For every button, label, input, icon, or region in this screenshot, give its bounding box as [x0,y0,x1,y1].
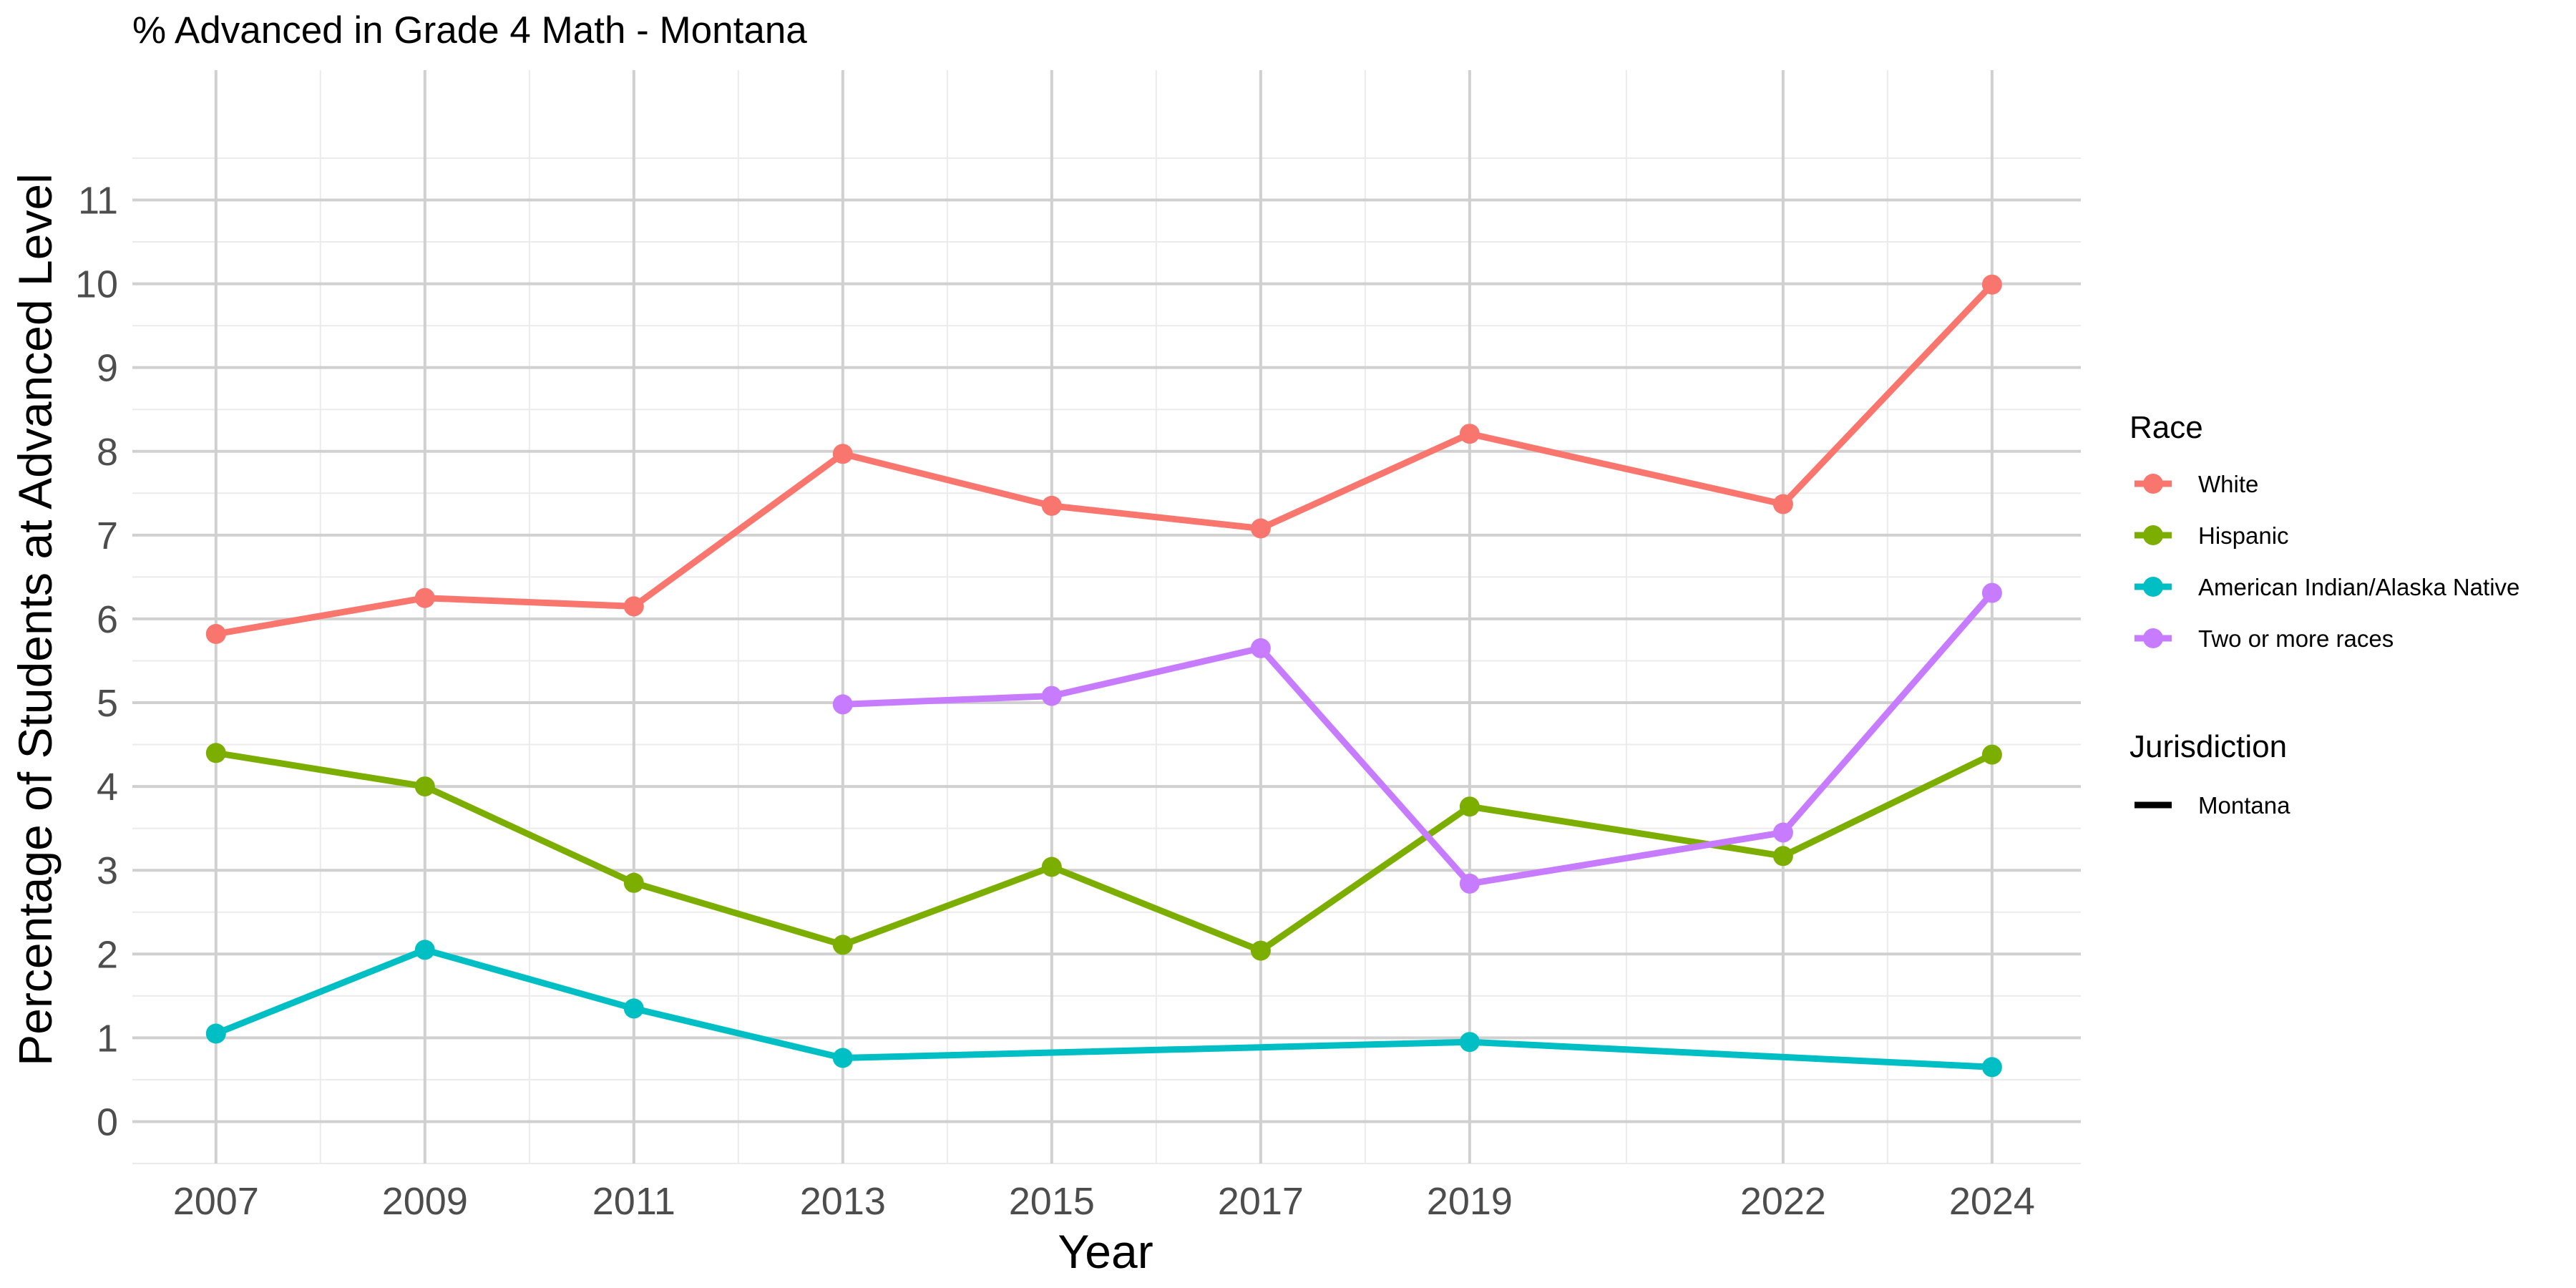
data-point-two-or-more-races [1459,873,1480,894]
y-tick-label: 7 [97,514,118,557]
y-tick-label: 6 [97,598,118,641]
data-point-white [1459,424,1480,444]
data-point-white [832,444,853,464]
x-tick-label: 2017 [1218,1180,1304,1223]
data-point-white [623,596,644,617]
y-tick-label: 0 [97,1101,118,1143]
series-line-two-or-more-races [842,590,1995,887]
legend-item-jurisdiction: Montana [2135,792,2290,819]
legend-key-point [2143,474,2163,494]
legend-item-white: White [2135,471,2258,497]
data-point-white [1772,494,1793,514]
data-point-two-or-more-races [1981,582,2002,603]
legend-item-hispanic: Hispanic [2135,522,2289,549]
data-point-two-or-more-races [832,694,853,715]
y-tick-label: 10 [75,263,118,306]
data-point-two-or-more-races [1041,686,1062,706]
x-tick-label: 2022 [1740,1180,1826,1223]
series-points [205,274,2002,1078]
data-point-two-or-more-races [1250,638,1271,658]
data-point-american-indian-alaska-native [832,1048,853,1068]
legend-key-point [2143,525,2163,545]
x-tick-label: 2007 [173,1180,259,1223]
y-axis-title: Percentage of Students at Advanced Level [9,173,62,1066]
data-point-american-indian-alaska-native [1981,1057,2002,1078]
chart-title: % Advanced in Grade 4 Math - Montana [132,9,807,52]
data-point-hispanic [414,776,435,797]
y-tick-label: 2 [97,933,118,976]
legend-key-point [2143,577,2163,597]
x-tick-label: 2011 [592,1180,675,1223]
data-point-hispanic [1981,744,2002,765]
y-tick-label: 5 [97,682,118,725]
legend-jurisdiction-items: Montana [2135,792,2290,819]
data-point-hispanic [1250,940,1271,961]
y-tick-label: 4 [97,766,118,809]
x-axis-tick-labels: 2007 2009 2011 2013 2015 2017 2019 2022 2024 [173,1180,2035,1223]
data-point-american-indian-alaska-native [1459,1032,1480,1053]
data-point-hispanic [1041,857,1062,877]
y-tick-label: 9 [97,347,118,390]
legend-item-american-indian-alaska-native: American Indian/Alaska Native [2135,574,2519,600]
y-axis-tick-labels: 0 1 2 3 4 5 6 7 8 9 10 11 [75,179,118,1143]
legend-title-race: Race [2129,410,2203,445]
data-point-hispanic [1772,846,1793,867]
data-point-hispanic [623,872,644,893]
x-tick-label: 2015 [1009,1180,1095,1223]
data-point-white [1981,274,2002,295]
legend-title-jurisdiction: Jurisdiction [2129,729,2287,764]
major-gridlines [132,70,2081,1163]
data-point-white [414,587,435,608]
legend-race-items: White Hispanic American Indian/Alaska Nati… [2135,471,2519,652]
legend-item-two-or-more-races: Two or more races [2135,625,2394,652]
x-tick-label: 2013 [800,1180,886,1223]
legend-label: White [2198,471,2258,497]
data-point-hispanic [832,935,853,955]
x-tick-label: 2024 [1949,1180,2035,1223]
legend: Race White Hispanic American Indian/Alaska… [2129,410,2519,819]
y-tick-label: 3 [97,849,118,892]
data-point-american-indian-alaska-native [414,940,435,960]
data-point-two-or-more-races [1772,822,1793,843]
data-point-white [1250,518,1271,539]
y-tick-label: 11 [78,179,118,222]
x-axis-title: Year [1058,1225,1153,1278]
data-point-white [205,624,226,644]
y-tick-label: 8 [97,431,118,474]
legend-label: Hispanic [2198,522,2289,549]
data-point-hispanic [205,743,226,763]
series-line-american-indian-alaska-native [215,946,1993,1070]
legend-label: American Indian/Alaska Native [2198,574,2519,600]
data-point-american-indian-alaska-native [623,998,644,1019]
legend-label: Two or more races [2198,625,2394,652]
minor-gridlines [132,70,2081,1164]
x-tick-label: 2009 [382,1180,468,1223]
data-point-hispanic [1459,796,1480,817]
legend-label: Montana [2198,792,2290,819]
legend-key-point [2143,628,2163,648]
data-point-white [1041,495,1062,516]
x-tick-label: 2019 [1427,1180,1513,1223]
data-point-american-indian-alaska-native [205,1023,226,1044]
y-tick-label: 1 [97,1017,118,1060]
